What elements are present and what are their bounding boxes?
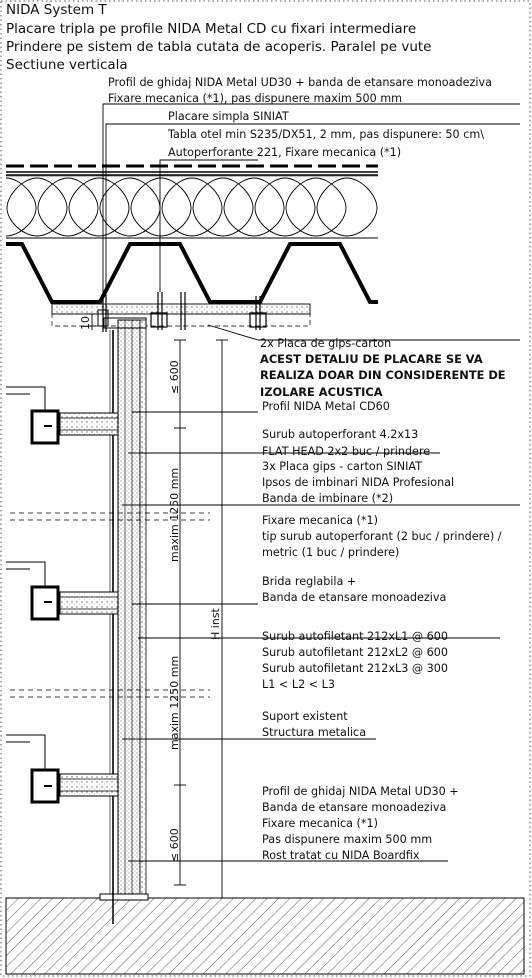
label-screw-4-2: Surub autoperforant 4.2x13 (262, 428, 418, 441)
dim-10: 10 (79, 316, 92, 330)
dim-h-inst: H inst (209, 607, 222, 640)
label-length-order: L1 < L2 < L3 (262, 678, 335, 691)
break-lines (10, 512, 210, 698)
label-screw-l1: Surub autofiletant 212xL1 @ 600 (262, 630, 448, 643)
floor-slab (5, 897, 525, 975)
label-metal-structure: Structura metalica (262, 726, 366, 739)
label-mechanical-fixing-top: Fixare mecanica (*1), pas dispunere maxi… (108, 92, 402, 105)
bracket-3 (30, 768, 119, 804)
label-flat-head: FLAT HEAD 2x2 buc / prindere (262, 445, 430, 458)
bracket-1 (30, 409, 119, 445)
top-fasteners (102, 292, 267, 332)
dim-bottom-600: ≤ 600 (168, 828, 181, 862)
corrugated-steel-sheet (6, 242, 378, 304)
thermal-insulation (5, 177, 378, 237)
dim-max-1250-upper: maxim 1250 mm (168, 468, 181, 562)
dim-top-600: ≤ 600 (168, 360, 181, 394)
label-screw-l2: Surub autofiletant 212xL2 @ 600 (262, 646, 448, 659)
label-adjustable-bracket: Brida reglabila + (262, 575, 356, 588)
label-joint-plaster: Ipsos de imbinari NIDA Profesional (262, 476, 454, 489)
roof-build-up (5, 164, 378, 304)
note-line-1: ACEST DETALIU DE PLACARE SE VA (260, 352, 483, 366)
title-line-2: Prindere pe sistem de tabla cutata de ac… (6, 39, 432, 55)
label-mechanical-fixing-bottom: Fixare mecanica (*1) (262, 817, 378, 830)
label-triple-board: 3x Placa gips - carton SINIAT (262, 460, 422, 473)
dimension-lines (88, 313, 228, 899)
label-double-board: 2x Placa de gips-carton (260, 337, 391, 350)
label-mechanical-fixing-mid: Fixare mecanica (*1) (262, 514, 378, 527)
label-screw-type: tip surub autoperforant (2 buc / prinder… (262, 530, 502, 543)
label-sealing-tape-mid: Banda de etansare monoadeziva (262, 591, 446, 604)
note-line-2: REALIZA DOAR DIN CONSIDERENTE DE (260, 368, 506, 382)
bracket-2 (30, 585, 119, 621)
wall-lining (97, 309, 147, 899)
title-line-1: Placare tripla pe profile NIDA Metal CD … (6, 21, 417, 37)
label-screw-l3: Surub autofiletant 212xL3 @ 300 (262, 662, 448, 675)
note-line-3: IZOLARE ACUSTICA (260, 385, 383, 399)
label-cd60-profile: Profil NIDA Metal CD60 (262, 400, 390, 413)
label-self-drilling: Autoperforante 221, Fixare mecanica (*1) (168, 146, 401, 159)
label-boardfix-joint: Rost tratat cu NIDA Boardfix (262, 849, 420, 862)
title-line-3: Sectiune verticala (6, 57, 128, 73)
label-steel-plate: Tabla otel min S235/DX51, 2 mm, pas disp… (167, 128, 484, 141)
existing-support-lines (6, 386, 46, 770)
label-guide-profile-bottom: Profil de ghidaj NIDA Metal UD30 + (262, 785, 459, 798)
label-existing-support: Suport existent (262, 710, 348, 723)
label-joint-tape: Banda de imbinare (*2) (262, 492, 393, 505)
bottom-guide-profile (99, 893, 149, 901)
label-guide-profile-top: Profil de ghidaj NIDA Metal UD30 + banda… (108, 76, 492, 89)
leader-lines (102, 103, 520, 862)
label-max-spacing: Pas dispunere maxim 500 mm (262, 833, 432, 846)
label-sealing-tape-bottom: Banda de etansare monoadeziva (262, 801, 446, 814)
dim-max-1250-lower: maxim 1250 mm (168, 656, 181, 750)
system-name: NIDA System T (6, 2, 107, 18)
label-single-board: Placare simpla SINIAT (168, 110, 289, 123)
label-metric: metric (1 buc / prindere) (262, 546, 399, 559)
